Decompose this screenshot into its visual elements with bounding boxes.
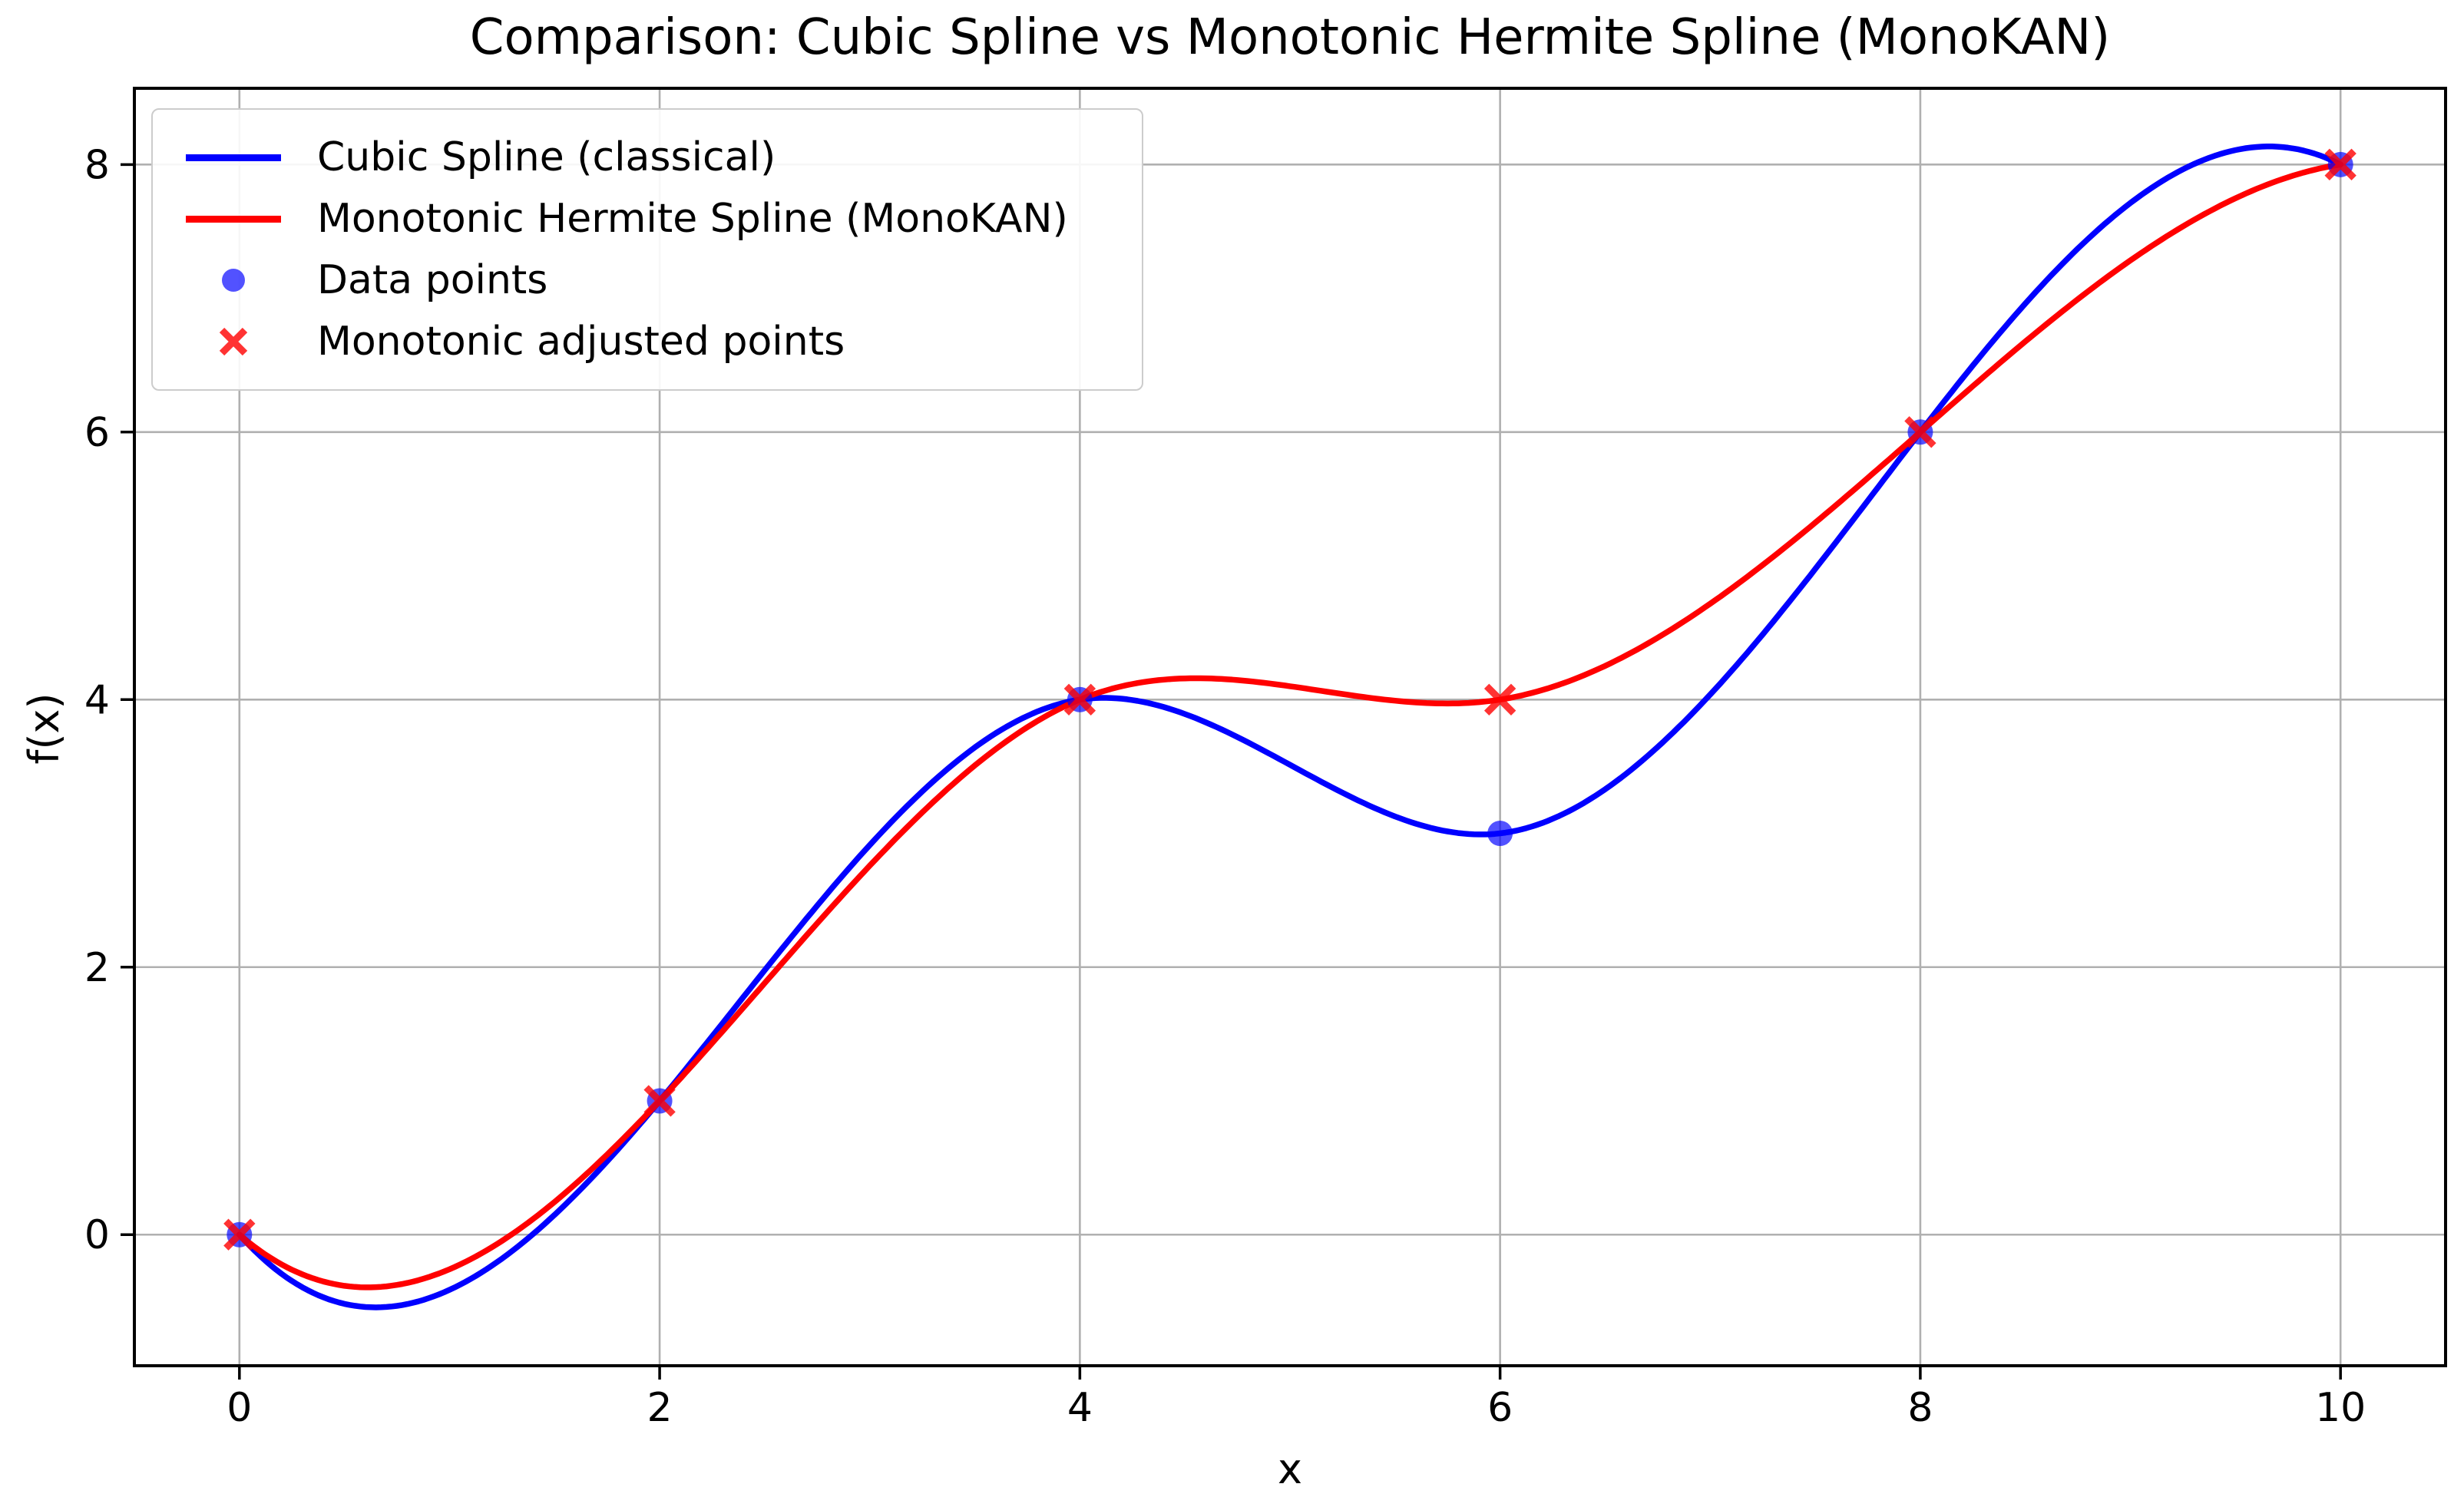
legend-item-data-points: Data points xyxy=(184,250,1111,311)
x-tick-label: 8 xyxy=(1907,1385,1933,1431)
adjusted-point-marker xyxy=(2324,148,2357,180)
adjusted-point-x-icon xyxy=(184,326,283,358)
x-tick-label: 4 xyxy=(1067,1385,1093,1431)
legend-label: Data points xyxy=(317,257,548,303)
y-tick-label: 6 xyxy=(84,410,110,456)
monotonic-spline-line-icon xyxy=(184,215,283,223)
legend-item-cubic-spline: Cubic Spline (classical) xyxy=(184,127,1111,188)
x-tick-label: 2 xyxy=(647,1385,673,1431)
adjusted-point-marker xyxy=(1063,683,1096,715)
adjusted-point-marker xyxy=(1483,683,1516,715)
legend-item-adjusted-points: Monotonic adjusted points xyxy=(184,311,1111,372)
data-point-circle-icon xyxy=(184,269,283,292)
adjusted-point-marker xyxy=(643,1085,676,1117)
plot-spines xyxy=(133,87,2447,1367)
data-point-marker xyxy=(1487,821,1513,847)
x-axis-label: x xyxy=(1278,1445,1302,1493)
legend-label: Cubic Spline (classical) xyxy=(317,134,776,180)
y-tick-label: 8 xyxy=(84,142,110,188)
legend-item-monotonic-spline: Monotonic Hermite Spline (MonoKAN) xyxy=(184,188,1111,250)
adjusted-point-marker xyxy=(1904,416,1936,448)
adjusted-point-marker xyxy=(223,1218,256,1251)
y-tick-label: 4 xyxy=(84,677,110,723)
y-tick-label: 0 xyxy=(84,1212,110,1258)
x-tick-label: 10 xyxy=(2315,1385,2366,1431)
legend-label: Monotonic Hermite Spline (MonoKAN) xyxy=(317,196,1068,242)
legend-label: Monotonic adjusted points xyxy=(317,319,845,365)
monotonic-spline-curve xyxy=(236,161,2343,1291)
cubic-spline-curve xyxy=(236,144,2343,1310)
y-tick-label: 2 xyxy=(84,945,110,991)
legend: Cubic Spline (classical) Monotonic Hermi… xyxy=(151,108,1143,391)
x-tick-label: 0 xyxy=(227,1385,252,1431)
x-tick-label: 6 xyxy=(1487,1385,1513,1431)
cubic-spline-line-icon xyxy=(184,154,283,161)
y-axis-label: f(x) xyxy=(20,692,68,765)
plot-title: Comparison: Cubic Spline vs Monotonic He… xyxy=(469,9,2111,66)
